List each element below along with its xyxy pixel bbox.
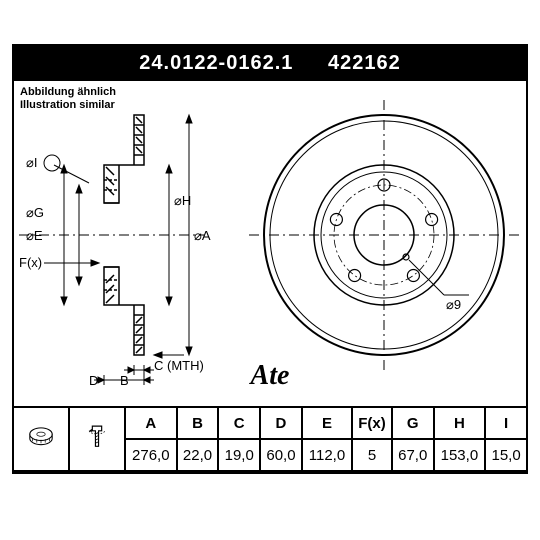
part-number: 24.0122-0162.1 (139, 52, 293, 75)
brand-logo: Ate (251, 360, 290, 392)
val-D: 60,0 (260, 439, 302, 471)
val-A: 276,0 (125, 439, 177, 471)
short-code: 422162 (328, 52, 401, 75)
val-Fx: 5 (352, 439, 392, 471)
col-C: C (218, 407, 260, 439)
label-I: ⌀I (26, 155, 37, 170)
label-G: ⌀G (26, 205, 44, 220)
val-H: 153,0 (434, 439, 486, 471)
bolt-icon (87, 423, 107, 451)
col-G: G (392, 407, 434, 439)
label-dia9: ⌀9 (446, 297, 461, 312)
label-A: ⌀A (194, 228, 211, 243)
val-I: 15,0 (485, 439, 527, 471)
label-E: ⌀E (26, 228, 43, 243)
diagram-area: ⌀I ⌀G ⌀E ⌀H (14, 80, 526, 390)
front-view: ⌀9 (249, 100, 519, 370)
table-header-row: A B C D E F(x) G H I (13, 407, 527, 439)
col-Fx: F(x) (352, 407, 392, 439)
col-H: H (434, 407, 486, 439)
disc-icon-cell (13, 407, 69, 471)
label-Fx: F(x) (19, 255, 42, 270)
col-A: A (125, 407, 177, 439)
dimension-table: A B C D E F(x) G H I 276,0 22,0 19,0 60,… (12, 406, 528, 472)
label-C: C (MTH) (154, 358, 204, 373)
title-bar: 24.0122-0162.1 422162 (14, 46, 526, 81)
label-D: D (89, 373, 98, 388)
disc-icon (27, 423, 55, 451)
val-C: 19,0 (218, 439, 260, 471)
val-B: 22,0 (177, 439, 219, 471)
col-I: I (485, 407, 527, 439)
technical-drawing: ⌀I ⌀G ⌀E ⌀H (14, 80, 530, 390)
bolt-icon-cell (69, 407, 125, 471)
side-view: ⌀I ⌀G ⌀E ⌀H (19, 115, 211, 388)
col-B: B (177, 407, 219, 439)
drawing-frame: 24.0122-0162.1 422162 Abbildung ähnlich … (12, 44, 528, 474)
col-E: E (302, 407, 352, 439)
val-G: 67,0 (392, 439, 434, 471)
val-E: 112,0 (302, 439, 352, 471)
col-D: D (260, 407, 302, 439)
